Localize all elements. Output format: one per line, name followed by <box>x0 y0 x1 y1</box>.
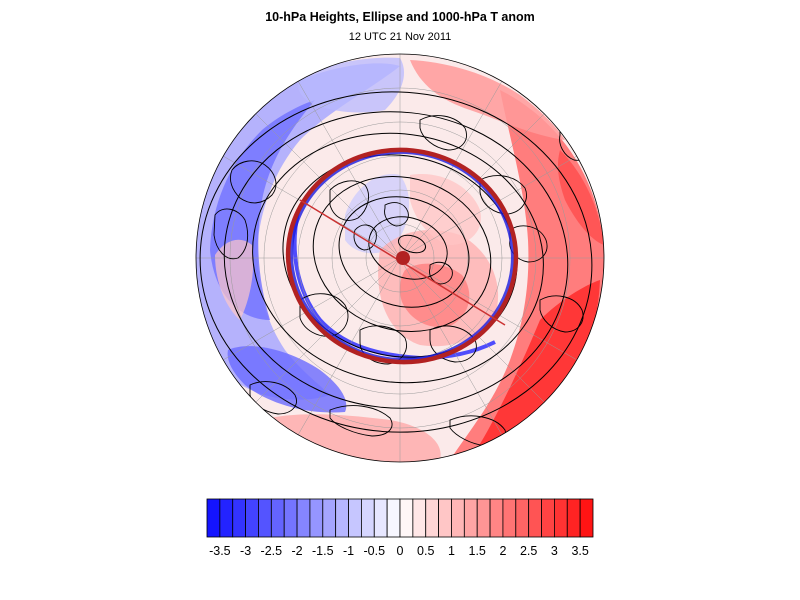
warm-anomaly-east-core <box>470 280 600 460</box>
colorbar-tick-label: -2.5 <box>261 544 283 558</box>
colorbar-box <box>322 498 337 538</box>
colorbar-box <box>335 498 349 538</box>
colorbar-box <box>566 498 581 538</box>
colorbar-box <box>579 498 594 538</box>
colorbar-box <box>528 498 542 538</box>
warm-anomaly-northeast <box>410 60 565 140</box>
colorbar-tick-label: -3.5 <box>209 544 231 558</box>
warm-anomaly-center <box>410 174 481 245</box>
colorbar-box <box>425 498 440 538</box>
colorbar-box <box>502 498 517 538</box>
colorbar-box <box>489 498 504 538</box>
ellipse-center <box>396 251 410 265</box>
colorbar-box <box>554 498 568 538</box>
globe-outline <box>195 53 605 463</box>
colorbar-box <box>245 498 259 538</box>
colorbar-box <box>219 498 234 538</box>
colorbar-tick-label: 3 <box>551 544 558 558</box>
colorbar-tick-label: 2 <box>499 544 506 558</box>
cold-anomaly-southwest <box>227 346 347 413</box>
colorbar-box <box>515 498 530 538</box>
colorbar-box <box>399 498 414 538</box>
cold-anomaly-north <box>298 57 405 113</box>
colorbar-box <box>541 498 555 538</box>
colorbar-tick-label: -2 <box>292 544 303 558</box>
colorbar-box <box>232 498 247 538</box>
colorbar-tick-label: -0.5 <box>363 544 385 558</box>
colorbar-tick-label: 1 <box>448 544 455 558</box>
plot-title: 10-hPa Heights, Ellipse and 1000-hPa T a… <box>265 10 535 24</box>
colorbar-tick-label: 3.5 <box>571 544 588 558</box>
colorbar-boxes <box>206 498 594 538</box>
vortex-ellipse <box>285 147 519 365</box>
colorbar-box <box>270 498 285 538</box>
colorbar-tick-label: 0 <box>397 544 404 558</box>
ellipse-outline <box>285 147 519 365</box>
colorbar-tick-label: 0.5 <box>417 544 434 558</box>
colorbar-box <box>309 498 324 538</box>
colorbar-tick-label: -1 <box>343 544 354 558</box>
colorbar-box <box>412 498 427 538</box>
colorbar-box <box>258 498 272 538</box>
colorbar-tick-label: -3 <box>240 544 251 558</box>
colorbar-box <box>451 498 465 538</box>
colorbar-box <box>373 498 388 538</box>
plot-subtitle: 12 UTC 21 Nov 2011 <box>348 31 452 43</box>
colorbar-box <box>283 498 298 538</box>
cold-anomaly-pole <box>345 174 410 254</box>
warm-anomaly-east-band <box>557 150 604 245</box>
colorbar-box <box>476 498 491 538</box>
colorbar-tick-label: -1.5 <box>312 544 334 558</box>
colorbar-labels: -3.5 -3 -2.5 -2 -1.5 -1 -0.5 0 0.5 1 1.5 2 2.5 3 3.5 <box>209 544 589 558</box>
polar-map <box>195 53 605 463</box>
colorbar-box <box>296 498 311 538</box>
colorbar-tick-label: 1.5 <box>469 544 486 558</box>
colorbar-box <box>206 498 221 538</box>
colorbar-box <box>463 498 478 538</box>
colorbar-box <box>360 498 375 538</box>
colorbar-tick-label: 2.5 <box>520 544 537 558</box>
colorbar-box <box>438 498 452 538</box>
colorbar-box <box>348 498 362 538</box>
colorbar-box <box>386 498 401 538</box>
